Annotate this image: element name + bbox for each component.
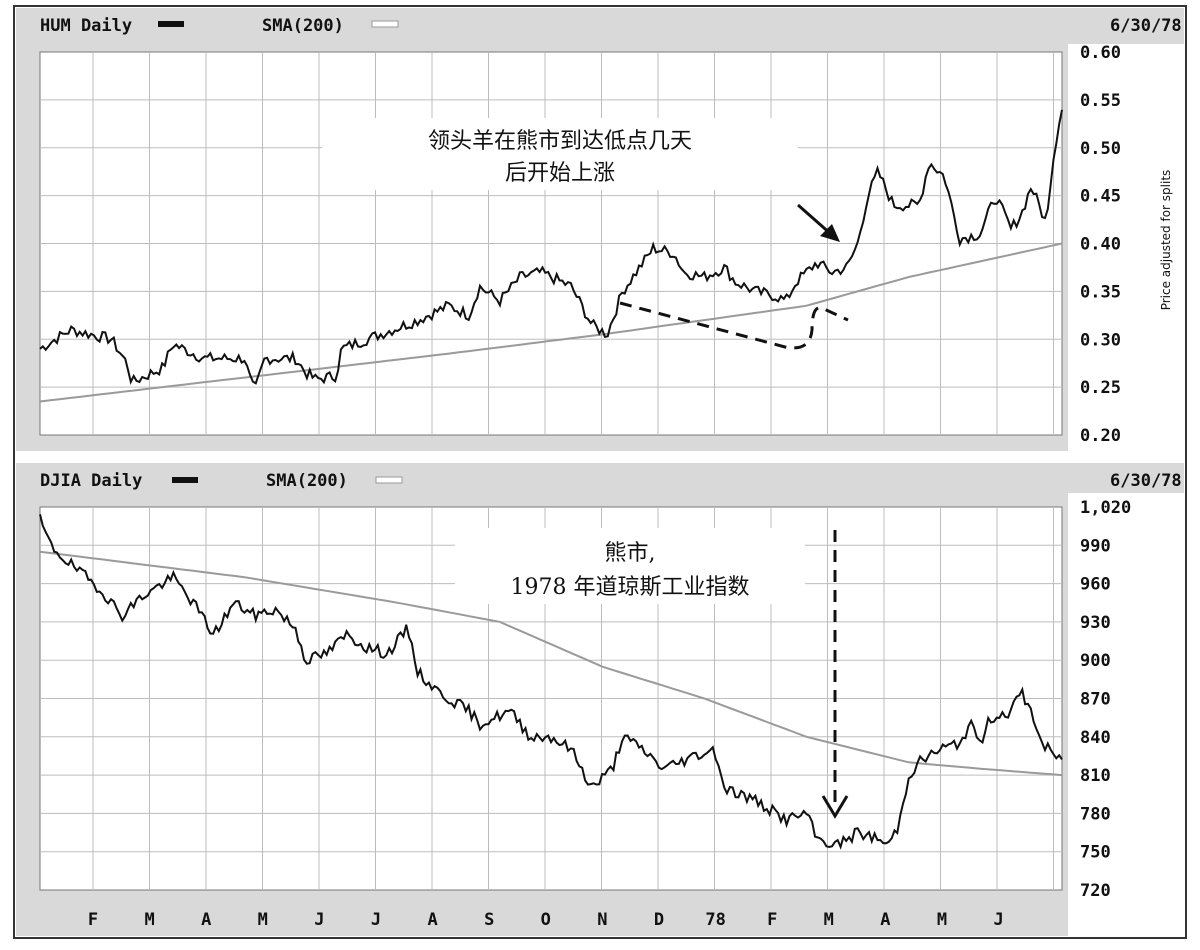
hum-y-tick-label: 0.45 bbox=[1080, 187, 1121, 207]
hum-y-tick-label: 0.60 bbox=[1080, 43, 1121, 63]
djia-legend-swatch bbox=[172, 477, 198, 483]
x-month-label: 78 bbox=[705, 910, 725, 930]
x-month-label: N bbox=[597, 910, 607, 930]
x-month-label: A bbox=[427, 910, 437, 930]
djia-annotation-line-2: 1978 年道琼斯工业指数 bbox=[511, 575, 750, 600]
djia-sma-line bbox=[39, 550, 1063, 777]
x-month-label: J bbox=[371, 910, 381, 930]
x-month-label: D bbox=[654, 910, 664, 930]
djia-y-tick-label: 900 bbox=[1080, 651, 1111, 671]
hum-sma-line bbox=[39, 242, 1063, 403]
hum-sma-swatch bbox=[371, 20, 399, 28]
hum-annotation-line-1: 领头羊在熊市到达低点几天 bbox=[428, 129, 692, 154]
x-month-label: M bbox=[824, 910, 834, 930]
hum-dashed-callout bbox=[619, 301, 849, 350]
djia-y-tick-label: 750 bbox=[1080, 843, 1111, 863]
djia-arrow-head-icon bbox=[821, 795, 849, 819]
djia-y-tick-label: 840 bbox=[1080, 728, 1111, 748]
hum-y-tick-label: 0.50 bbox=[1080, 139, 1121, 159]
x-month-label: M bbox=[937, 910, 947, 930]
hum-y-tick-label: 0.55 bbox=[1080, 91, 1121, 111]
djia-grid bbox=[40, 507, 1062, 890]
djia-header-bar bbox=[16, 463, 1184, 493]
hum-header-title: HUM Daily bbox=[40, 16, 132, 36]
x-month-label: M bbox=[258, 910, 268, 930]
x-month-label: A bbox=[201, 910, 211, 930]
djia-y-tick-label: 870 bbox=[1080, 690, 1111, 710]
djia-annotation-line-1: 熊市, bbox=[605, 541, 656, 566]
x-month-label: J bbox=[314, 910, 324, 930]
djia-y-tick-label: 960 bbox=[1080, 575, 1111, 595]
hum-y-tick-label: 0.20 bbox=[1080, 426, 1121, 446]
hum-legend-swatch bbox=[158, 21, 184, 27]
hum-panel: HUM Daily SMA(200) 6/30/78 0.600.550.500… bbox=[16, 8, 1184, 451]
hum-price-line bbox=[39, 109, 1063, 385]
djia-y-tick-label: 1,020 bbox=[1080, 498, 1131, 518]
djia-y-tick-label: 930 bbox=[1080, 613, 1111, 633]
hum-header-bar bbox=[16, 8, 1184, 44]
djia-y-tick-label: 720 bbox=[1080, 881, 1111, 901]
hum-y-ticks: 0.60 0.55 0.50 0.45 0.40 0.35 0.30 0.25 0.20 bbox=[1080, 43, 1121, 446]
djia-y-ticks: 1,020 990 960 930 900 870 840 810 780 750 720 bbox=[1080, 498, 1131, 901]
x-axis-month-labels: F M A M J J A S O N D 78 F M A M J bbox=[88, 910, 1004, 930]
djia-header-title: DJIA Daily bbox=[40, 471, 142, 491]
x-month-label: O bbox=[541, 910, 551, 930]
djia-panel: DJIA Daily SMA(200) 6/30/78 1,020 990 960 9… bbox=[16, 463, 1184, 936]
hum-y-tick-label: 0.35 bbox=[1080, 282, 1121, 302]
hum-annotation-box bbox=[322, 118, 798, 190]
x-month-label: F bbox=[767, 910, 777, 930]
hum-y-axis-label: Price adjusted for splits bbox=[1159, 170, 1173, 311]
djia-header-sma: SMA(200) bbox=[266, 471, 348, 491]
hum-y-tick-label: 0.30 bbox=[1080, 330, 1121, 350]
hum-y-tick-label: 0.25 bbox=[1080, 378, 1121, 398]
djia-price-line bbox=[39, 514, 1063, 850]
hum-header-date: 6/30/78 bbox=[1110, 16, 1182, 36]
hum-y-tick-label: 0.40 bbox=[1080, 235, 1121, 255]
x-month-label: A bbox=[880, 910, 890, 930]
x-month-label: J bbox=[993, 910, 1003, 930]
hum-header-sma: SMA(200) bbox=[262, 16, 344, 36]
x-month-label: S bbox=[484, 910, 494, 930]
hum-arrow-head-icon bbox=[820, 224, 840, 242]
djia-annotation-box bbox=[455, 528, 805, 604]
djia-y-tick-label: 780 bbox=[1080, 804, 1111, 824]
x-month-label: M bbox=[144, 910, 154, 930]
hum-annotation-line-2: 后开始上涨 bbox=[505, 161, 615, 186]
djia-y-tick-label: 810 bbox=[1080, 766, 1111, 786]
djia-header-date: 6/30/78 bbox=[1110, 471, 1182, 491]
x-month-label: F bbox=[88, 910, 98, 930]
djia-sma-swatch bbox=[375, 476, 403, 484]
djia-y-tick-label: 990 bbox=[1080, 536, 1111, 556]
